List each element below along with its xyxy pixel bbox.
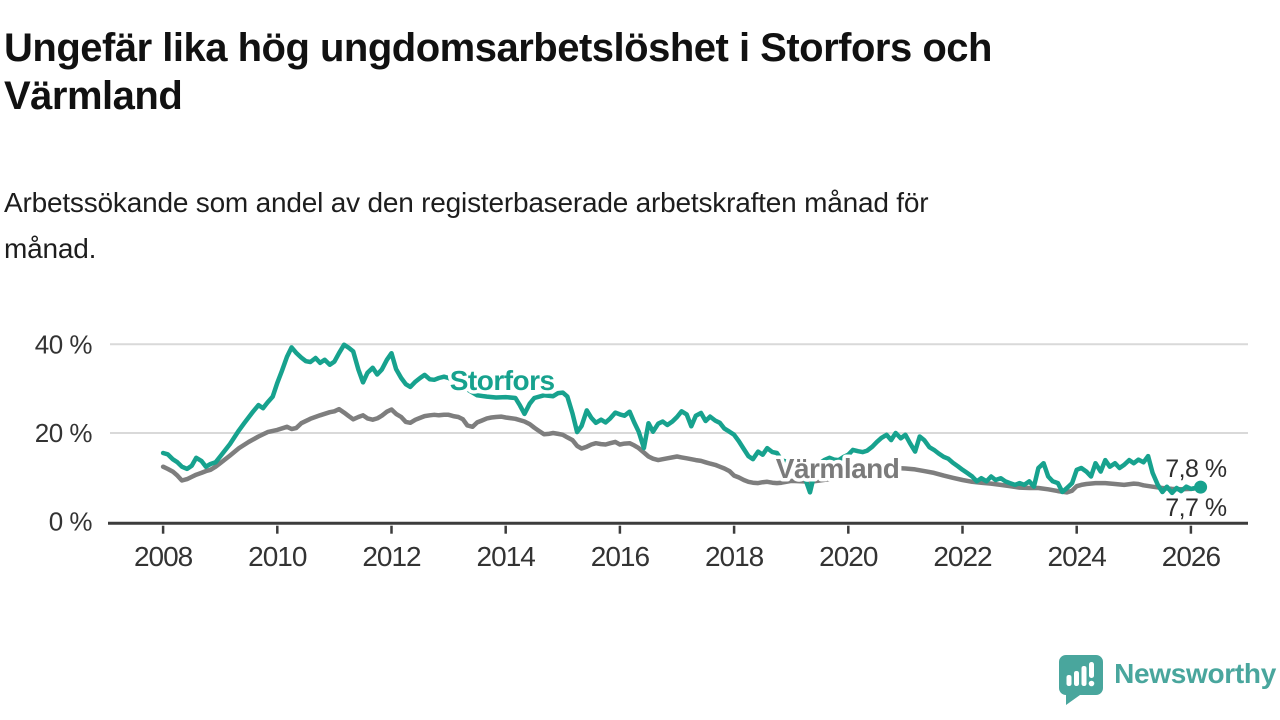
x-tick-label: 2016 — [591, 541, 650, 572]
logo-bar-medium — [1074, 671, 1080, 686]
x-tick-label: 2010 — [248, 541, 307, 572]
x-tick-label: 2026 — [1162, 541, 1221, 572]
chart-subtitle-line-2: månad. — [4, 233, 97, 264]
logo-bar-tall — [1081, 666, 1087, 686]
value-label: 7,7 % — [1165, 494, 1227, 522]
series-line-storfors — [160, 342, 1203, 496]
chart-subtitle-line-1: Arbetssökande som andel av den registerb… — [4, 187, 929, 218]
series-label: Värmland — [776, 453, 900, 484]
logo-exclamation-dot — [1088, 680, 1095, 687]
y-tick-label: 20 % — [35, 418, 93, 448]
x-tick-label: 2014 — [477, 541, 536, 572]
line-end-dot — [1194, 480, 1208, 494]
chart-subtitle: Arbetssökande som andel av den registerb… — [4, 180, 1234, 272]
x-tick-label: 2018 — [705, 541, 764, 572]
x-tick-label: 2012 — [362, 541, 421, 572]
chart-title-line-1: Ungefär lika hög ungdomsarbetslöshet i S… — [4, 26, 992, 70]
brand-name: Newsworthy — [1114, 658, 1276, 689]
x-tick-label: 2022 — [933, 541, 992, 572]
logo-bar-short — [1066, 675, 1072, 686]
x-tick-label: 2008 — [134, 541, 193, 572]
value-label: 7,8 % — [1165, 455, 1227, 483]
brand-footer: Newsworthy — [1058, 654, 1276, 706]
x-tick-label: 2020 — [819, 541, 878, 572]
logo-exclamation-bar — [1089, 662, 1095, 678]
series-line-vrmland — [160, 406, 1203, 495]
series-label: Storfors — [450, 365, 555, 396]
x-tick-label: 2024 — [1048, 541, 1107, 572]
chart-title-line-2: Värmland — [4, 74, 183, 118]
y-tick-label: 40 % — [35, 329, 93, 359]
y-tick-label: 0 % — [49, 507, 93, 537]
chart-title: Ungefär lika hög ungdomsarbetslöshet i S… — [4, 24, 1234, 120]
newsworthy-logo-icon — [1059, 655, 1104, 705]
